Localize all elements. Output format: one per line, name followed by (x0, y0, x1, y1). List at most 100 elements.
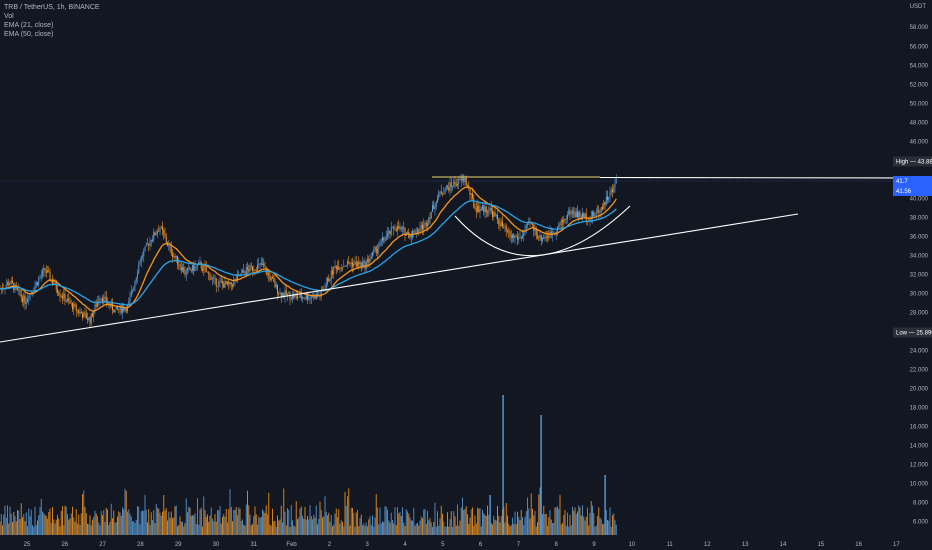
candle-body (602, 207, 603, 210)
candle-body (215, 278, 217, 287)
volume-bar (239, 508, 241, 535)
volume-bar (119, 512, 121, 535)
volume-bar (305, 519, 307, 535)
volume-bar (427, 510, 428, 535)
candle-body (122, 307, 123, 313)
ema21-line[interactable] (0, 186, 617, 312)
volume-bar (238, 507, 240, 535)
candle-body (282, 293, 283, 298)
volume-bar (374, 517, 376, 535)
candle-body (395, 229, 397, 231)
cup-arc[interactable] (454, 205, 631, 257)
volume-bar (462, 497, 463, 535)
candle-body (404, 227, 406, 236)
legend-ema21[interactable]: EMA (21, close) (4, 22, 54, 29)
candle-body (399, 227, 401, 230)
candle-body (129, 296, 131, 302)
candle-body (337, 266, 338, 270)
x-tick-label: 6 (479, 542, 483, 548)
candle-body (352, 262, 353, 267)
volume-bar (362, 525, 363, 535)
x-tick-label: 13 (742, 542, 749, 548)
volume-bar (558, 509, 560, 535)
volume-bar (342, 521, 343, 535)
volume-bar (402, 507, 403, 535)
volume-bar (229, 489, 231, 535)
candle-body (39, 277, 41, 279)
candle-body (87, 318, 88, 320)
volume-bar (282, 522, 283, 535)
candle-body (288, 292, 290, 294)
volume-bar (255, 514, 257, 535)
candle-body (328, 278, 330, 282)
y-tick-label: 58.000 (910, 25, 929, 31)
legend-vol[interactable]: Vol (4, 13, 14, 20)
volume-bar (603, 523, 605, 535)
candle-body (569, 210, 571, 214)
volume-bar (43, 513, 45, 535)
volume-bar (587, 507, 588, 535)
candle-body (332, 270, 333, 275)
volume-bar (560, 524, 562, 535)
volume-bar (452, 526, 453, 535)
candle-body (333, 266, 335, 275)
volume-bar (518, 516, 520, 535)
volume-bar (49, 508, 51, 535)
volume-bar (199, 509, 201, 535)
volume-bar (259, 517, 261, 535)
volume-bar (433, 522, 435, 535)
volume-bar (353, 512, 355, 535)
candle-body (380, 240, 382, 242)
volume-bar (608, 520, 610, 535)
volume-bar (277, 515, 278, 535)
candle-body (329, 279, 331, 282)
volume-bar (103, 510, 105, 535)
volume-bar (323, 516, 325, 535)
price-axis[interactable]: 58.000 56.000 54.000 52.000 50.000 48.000 46.0… (910, 25, 929, 525)
volume-bar (133, 520, 135, 535)
candle-body (32, 291, 33, 293)
ascending-trendline[interactable] (0, 213, 799, 343)
volume-bar (582, 505, 583, 535)
candle-body (23, 295, 25, 302)
volume-bar (487, 505, 488, 535)
legend-ema50[interactable]: EMA (50, close) (4, 31, 54, 38)
resistance-line[interactable] (599, 176, 932, 179)
time-axis[interactable]: 25 26 27 28 29 30 31 Feb 2 3 4 5 6 7 8 9 10 11 12 13 14 15 16 1… (24, 542, 901, 548)
volume-bar (295, 501, 297, 535)
volume-bar (424, 508, 426, 535)
volume-bar (224, 516, 226, 535)
candle-body (240, 272, 242, 276)
volume-bar (219, 505, 221, 535)
volume-bar (310, 516, 312, 535)
volume-bar (315, 505, 317, 535)
volume-bar (270, 525, 272, 535)
candle-body (309, 296, 311, 299)
y-tick-label: 22.000 (910, 368, 929, 374)
y-tick-label: 56.000 (910, 44, 929, 50)
volume-bar (249, 514, 251, 535)
legend-symbol[interactable]: TRB / TetherUS, 1h, BINANCE (4, 4, 100, 11)
volume-bar (152, 520, 153, 535)
volume-bar (383, 522, 385, 535)
volume-bar (203, 496, 205, 535)
candle-body (52, 279, 53, 284)
candle-body (154, 232, 156, 236)
y-tick-label: 32.000 (910, 272, 929, 278)
candle-body (144, 246, 146, 251)
candle-body (187, 267, 188, 271)
volume-bar (22, 517, 23, 535)
volume-bar (484, 514, 486, 535)
volume-layer (0, 395, 617, 535)
candle-body (37, 282, 38, 285)
candle-body (373, 249, 375, 252)
volume-bar (612, 515, 613, 535)
ema50-line[interactable] (0, 200, 617, 306)
candle-body (153, 232, 155, 240)
candle-body (305, 294, 307, 299)
volume-bar (299, 508, 301, 535)
candle-body (584, 213, 586, 217)
volume-bar (93, 516, 95, 535)
candle-body (48, 270, 50, 272)
